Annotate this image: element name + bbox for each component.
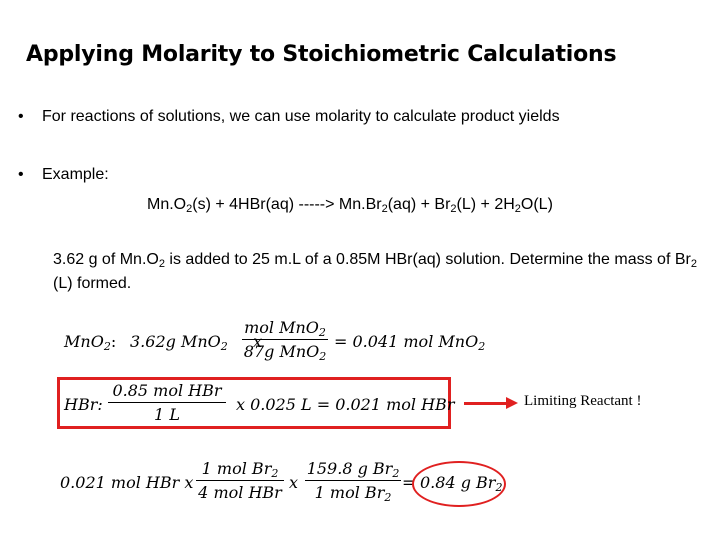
limiting-reactant-label: Limiting Reactant ! bbox=[524, 393, 642, 409]
calc-br2-fraction-1: 1 mol Br2 4 mol HBr bbox=[196, 459, 284, 502]
fraction-numerator: 1 mol Br2 bbox=[201, 459, 279, 480]
fraction-denominator: 4 mol HBr bbox=[196, 480, 284, 502]
bullet-dot: • bbox=[18, 108, 24, 125]
fraction-denominator: 87g MnO2 bbox=[242, 339, 328, 362]
bullet-dot: • bbox=[18, 166, 24, 183]
bullet-text: For reactions of solutions, we can use m… bbox=[42, 108, 560, 125]
calc-br2-amount: 0.021 mol HBr x bbox=[60, 473, 194, 492]
calc-mno2-result: = 0.041 mol MnO2 bbox=[334, 332, 486, 353]
bullet-example: • Example: bbox=[18, 166, 109, 184]
calc-hbr-fraction: 0.85 mol HBr 1 L bbox=[108, 381, 226, 424]
calc-mno2-amount: 3.62g MnO2 bbox=[130, 332, 228, 353]
bullet-reactions: • For reactions of solutions, we can use … bbox=[18, 108, 560, 126]
arrow-line bbox=[464, 402, 508, 405]
fraction-denominator: 1 L bbox=[108, 402, 226, 424]
slide-title: Applying Molarity to Stoichiometric Calc… bbox=[26, 42, 617, 67]
fraction-numerator: 159.8 g Br2 bbox=[306, 459, 400, 480]
fraction-numerator: mol MnO2 bbox=[244, 318, 326, 339]
calc-br2-times: x bbox=[289, 473, 299, 492]
answer-highlight-oval bbox=[412, 461, 506, 507]
problem-statement: 3.62 g of Mn.O2 is added to 25 m.L of a … bbox=[53, 251, 697, 292]
calc-hbr-label: HBr: bbox=[64, 395, 103, 414]
chemical-equation: Mn.O2(s) + 4HBr(aq) -----> Mn.Br2(aq) + … bbox=[147, 196, 553, 215]
calc-mno2-times: x bbox=[253, 332, 263, 351]
fraction-numerator: 0.85 mol HBr bbox=[112, 381, 222, 400]
calc-mno2-fraction: mol MnO2 87g MnO2 bbox=[242, 318, 328, 362]
limiting-reactant-box bbox=[57, 377, 451, 429]
fraction-denominator: 1 mol Br2 bbox=[305, 480, 401, 503]
bullet-text: Example: bbox=[42, 166, 109, 183]
calc-br2-fraction-2: 159.8 g Br2 1 mol Br2 bbox=[305, 459, 401, 503]
arrow-right-icon bbox=[506, 397, 518, 409]
calc-hbr-result: x 0.025 L = 0.021 mol HBr bbox=[236, 395, 455, 414]
calc-mno2-label: MnO2: bbox=[64, 332, 117, 353]
